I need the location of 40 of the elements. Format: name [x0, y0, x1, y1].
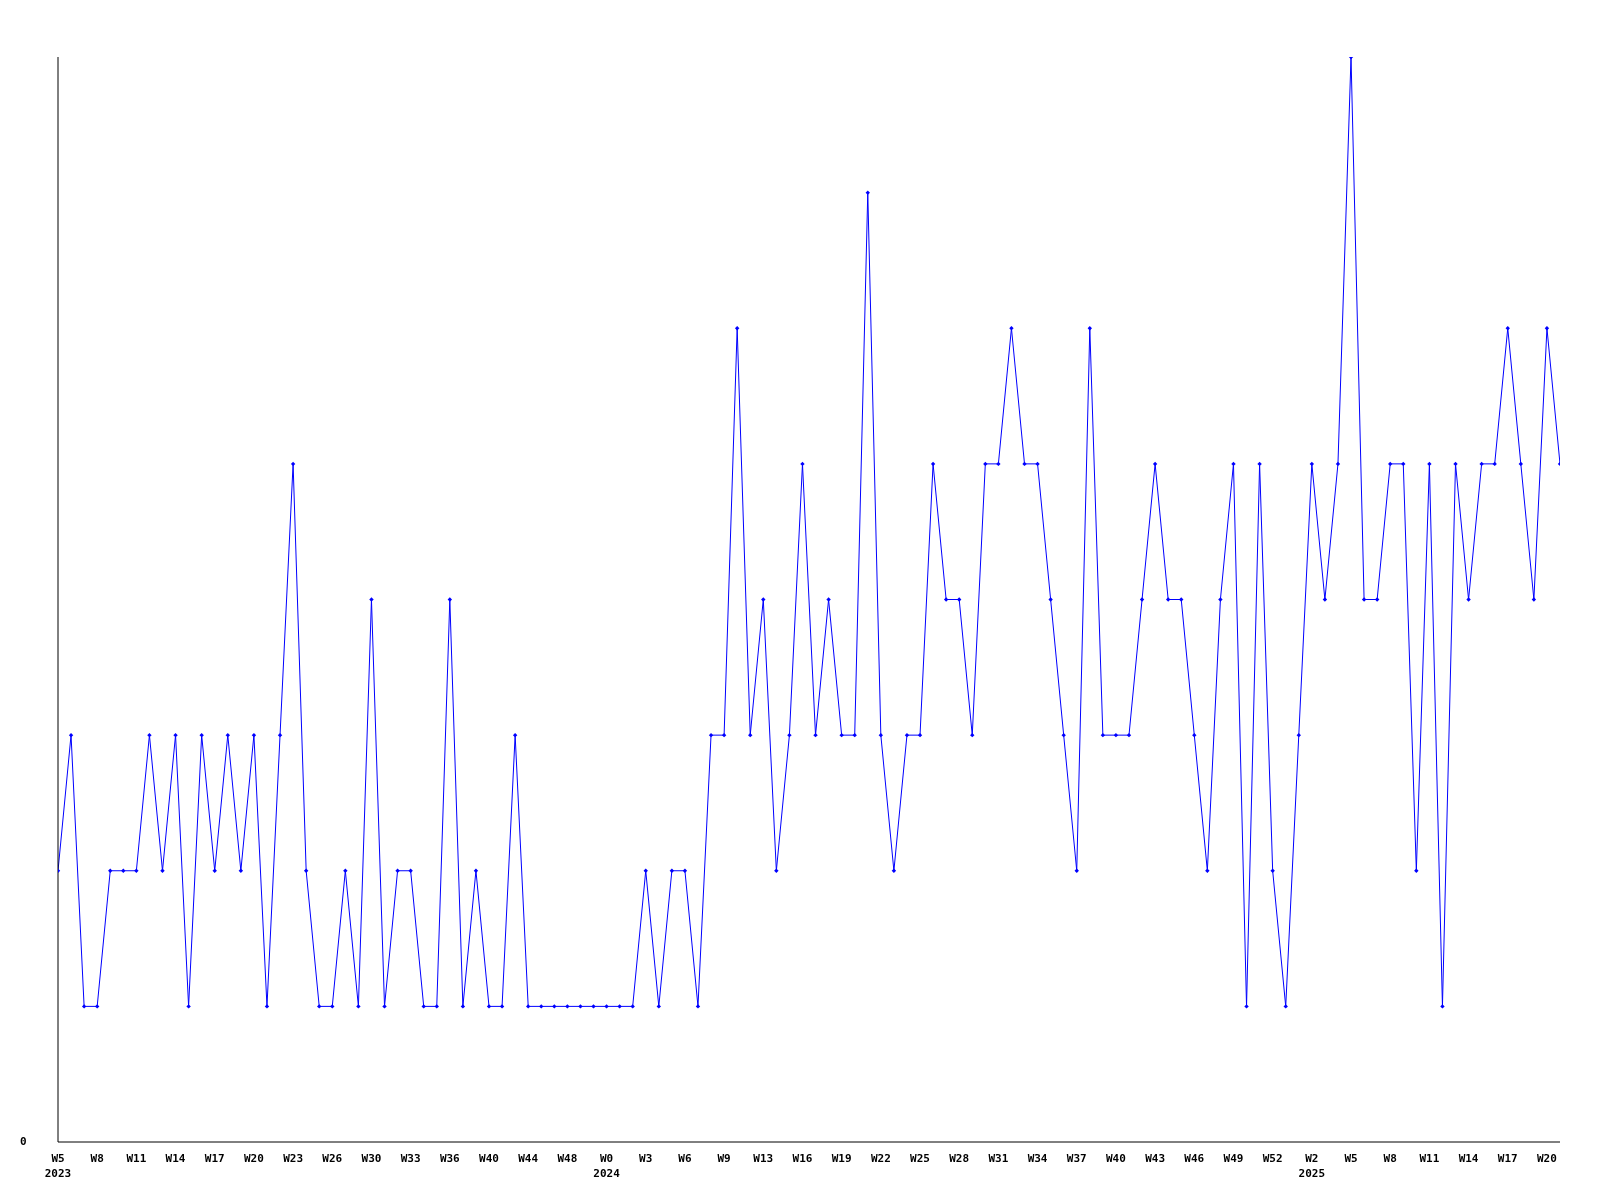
x-tick-label: W16: [792, 1152, 813, 1165]
x-tick-label: W0 2024: [593, 1152, 621, 1180]
x-tick-label: W49: [1223, 1152, 1244, 1165]
x-tick-label: W20: [1537, 1152, 1557, 1165]
x-tick-label: W5: [1344, 1152, 1358, 1165]
x-tick-label: W17: [204, 1152, 225, 1165]
x-tick-label: W8: [90, 1152, 104, 1165]
x-tick-label: W14: [1458, 1152, 1479, 1165]
x-tick-label: W2 2025: [1298, 1152, 1326, 1180]
x-tick-label: W44: [518, 1152, 539, 1165]
x-tick-label: W11: [126, 1152, 147, 1165]
x-tick-label: W52: [1262, 1152, 1283, 1165]
x-tick-label: W36: [439, 1152, 461, 1165]
x-tick-label: W9: [717, 1152, 731, 1165]
x-tick-label: W46: [1184, 1152, 1205, 1165]
x-tick-label: W40: [479, 1152, 499, 1165]
x-tick-label: W33: [400, 1152, 421, 1165]
text: 0: [20, 1135, 27, 1148]
x-tick-label: W23: [283, 1152, 304, 1165]
x-tick-label: W6: [678, 1152, 692, 1165]
x-tick-label: W13: [753, 1152, 774, 1165]
x-tick-label: W28: [949, 1152, 970, 1165]
x-tick-label: W30: [361, 1152, 382, 1165]
x-tick-label: W3: [639, 1152, 653, 1165]
x-tick-label: W22: [870, 1152, 891, 1165]
x-tick-label: W26: [322, 1152, 343, 1165]
x-tick-label: W5 2023: [44, 1152, 72, 1180]
x-tick-label: W19: [831, 1152, 852, 1165]
x-tick-label: W34: [1027, 1152, 1048, 1165]
x-tick-label: W48: [557, 1152, 578, 1165]
x-tick-label: W40: [1105, 1152, 1126, 1165]
x-tick-label: W31: [988, 1152, 1009, 1165]
x-tick-label: W11: [1419, 1152, 1440, 1165]
x-tick-label: W25: [910, 1152, 930, 1165]
x-tick-label: W14: [165, 1152, 186, 1165]
x-tick-label: W20: [243, 1152, 264, 1165]
x-tick-label: W43: [1145, 1152, 1166, 1165]
x-tick-label: W37: [1066, 1152, 1087, 1165]
x-tick-label: W8: [1383, 1152, 1397, 1165]
x-tick-label: W17: [1497, 1152, 1518, 1165]
